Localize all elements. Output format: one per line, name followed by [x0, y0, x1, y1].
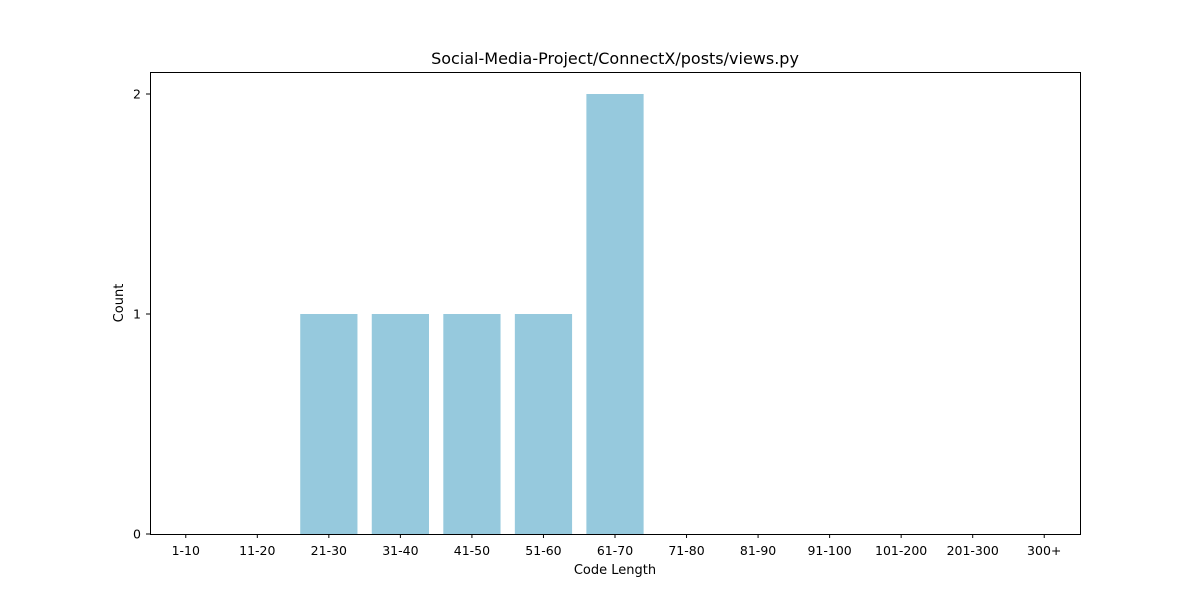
bars-group [300, 94, 644, 534]
y-tick-label: 1 [133, 307, 141, 322]
x-tick-label: 31-40 [382, 543, 418, 558]
y-tick-label: 0 [133, 527, 141, 542]
x-tick-label: 201-300 [947, 543, 999, 558]
x-tick-label: 91-100 [807, 543, 851, 558]
x-tick-label: 51-60 [525, 543, 561, 558]
y-ticks-group: 0 1 2 [133, 87, 150, 542]
x-tick-label: 71-80 [668, 543, 704, 558]
chart-title: Social-Media-Project/ConnectX/posts/view… [431, 49, 799, 68]
bar-61-70 [586, 94, 644, 534]
bar-41-50 [443, 314, 501, 534]
x-axis-label: Code Length [574, 563, 656, 578]
bar-51-60 [514, 314, 573, 534]
bar-31-40 [371, 314, 429, 534]
x-tick-label: 61-70 [597, 543, 633, 558]
y-tick-label: 2 [133, 87, 141, 102]
x-ticks-group: 1-10 11-20 21-30 31-40 41-50 51-60 61-70 71-80 8… [172, 534, 1061, 558]
x-tick-label: 41-50 [454, 543, 490, 558]
x-tick-label: 1-10 [172, 543, 200, 558]
x-tick-label: 81-90 [740, 543, 776, 558]
x-tick-label: 11-20 [239, 543, 275, 558]
x-tick-label: 300+ [1027, 543, 1061, 558]
x-tick-label: 101-200 [875, 543, 927, 558]
y-axis-label: Count [112, 284, 127, 323]
bar-21-30 [300, 314, 358, 534]
plot-frame [150, 72, 1081, 535]
x-tick-label: 21-30 [311, 543, 347, 558]
